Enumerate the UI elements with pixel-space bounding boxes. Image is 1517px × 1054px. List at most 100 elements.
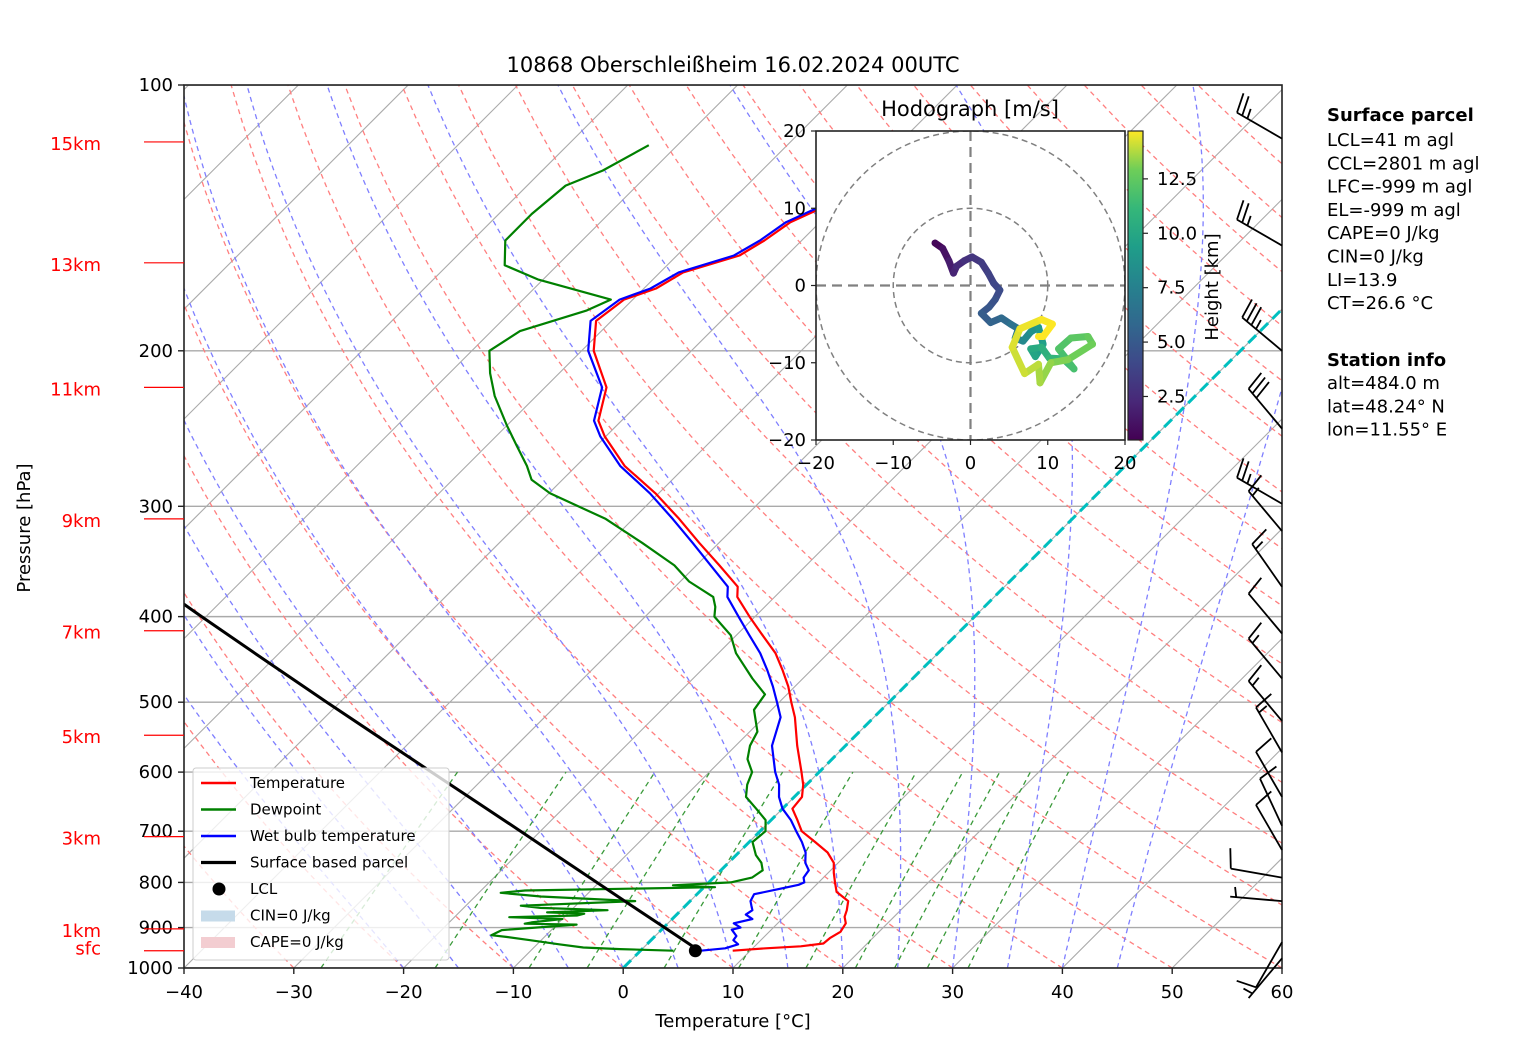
hodograph-y-tick-label: −10	[768, 353, 806, 374]
dewpoint-line	[488, 144, 767, 952]
legend-patch	[201, 910, 235, 922]
mixing-ratio-line	[805, 771, 917, 968]
dry-adiabat-line	[287, 85, 1063, 968]
y-tick-label: 900	[139, 918, 173, 939]
wind-barb	[1255, 693, 1283, 753]
moist-adiabats	[184, 85, 1282, 968]
surface-parcel-line: LCL=41 m agl	[1327, 130, 1454, 151]
station-info-line: lat=48.24° N	[1327, 396, 1445, 417]
hodograph-x-tick-label: 0	[965, 453, 976, 474]
mixing-ratio-line	[586, 771, 711, 968]
x-tick-label: −10	[494, 982, 532, 1003]
hodograph-title: Hodograph [m/s]	[881, 97, 1059, 121]
moist-adiabat-line	[557, 85, 902, 968]
y-tick-label: 700	[139, 821, 173, 842]
mixing-ratio-line	[967, 771, 1070, 968]
legend-marker-lcl	[212, 882, 226, 896]
height-label: sfc	[75, 939, 101, 960]
hodograph-y-tick-label: 10	[783, 198, 806, 219]
lcl-marker-group	[688, 944, 702, 958]
y-tick-label: 200	[139, 341, 173, 362]
height-label: 7km	[62, 623, 101, 644]
colorbar-axis: 2.5 5.0 7.5 10.0 12.5	[1143, 169, 1197, 407]
y-tick-label: 400	[139, 607, 173, 628]
wind-barb	[1247, 664, 1283, 722]
station-info-title: Station info	[1327, 350, 1446, 371]
isotherm-line	[184, 85, 738, 640]
colorbar	[1127, 130, 1144, 441]
hodograph-x-tick-label: 20	[1114, 453, 1137, 474]
isotherm-line	[513, 198, 1282, 968]
moist-adiabat-line	[955, 85, 1074, 968]
pressure-axis: 100 200 300 400 500 600 700 800 900 1000	[127, 75, 184, 979]
surface-parcel-line: CT=26.6 °C	[1327, 293, 1433, 314]
isotherm-line	[842, 528, 1282, 968]
mixing-ratio-line	[894, 771, 1001, 968]
isotherm-line	[732, 418, 1282, 968]
wind-barb	[1236, 941, 1283, 989]
x-tick-label: −40	[165, 982, 203, 1003]
dry-adiabat-line	[184, 302, 734, 968]
height-label: 1km	[62, 921, 101, 942]
x-tick-label: 20	[831, 982, 854, 1003]
hodograph-x-tick-label: −10	[874, 453, 912, 474]
colorbar-tick-label: 5.0	[1157, 332, 1186, 353]
wind-barb	[1251, 528, 1283, 588]
isotherm-line	[1062, 747, 1282, 968]
wind-barb	[1255, 737, 1283, 798]
moist-adiabat-line	[246, 85, 734, 968]
y-tick-label: 600	[139, 762, 173, 783]
wind-barb	[1230, 886, 1283, 903]
wind-barb	[1247, 372, 1283, 430]
station-info-line: alt=484.0 m	[1327, 373, 1440, 394]
lcl-marker	[688, 944, 702, 958]
dry-adiabat-line	[458, 85, 1282, 906]
x-tick-label: 10	[722, 982, 745, 1003]
y-tick-label: 1000	[127, 958, 173, 979]
legend-patch	[201, 937, 235, 948]
colorbar-tick-label: 7.5	[1157, 278, 1186, 299]
surface-parcel-line: EL=-999 m agl	[1327, 200, 1461, 221]
y-tick-label: 500	[139, 692, 173, 713]
height-label: 11km	[50, 379, 101, 400]
x-axis-label: Temperature [°C]	[654, 1011, 810, 1032]
mixing-ratio-line	[926, 771, 1031, 968]
colorbar-tick-label: 12.5	[1157, 169, 1197, 190]
y-tick-label: 300	[139, 496, 173, 517]
wind-barb	[1247, 577, 1283, 635]
zero-isotherm-line	[622, 307, 1282, 968]
x-tick-label: 60	[1271, 982, 1294, 1003]
x-tick-label: −20	[385, 982, 423, 1003]
hodograph-y-tick-label: −20	[768, 430, 806, 451]
hodograph-trace	[931, 239, 1097, 387]
legend-label: Dewpoint	[250, 801, 321, 819]
hodograph-y-tick-label: 0	[795, 276, 806, 297]
isotherm-line	[952, 637, 1282, 968]
station-info-line: lon=11.55° E	[1327, 420, 1447, 441]
wind-barb	[1259, 765, 1283, 827]
mixing-ratio-line	[738, 771, 854, 968]
dry-adiabat-line	[230, 85, 953, 968]
legend: Temperature Dewpoint Wet bulb temperature S…	[192, 767, 450, 961]
height-label: 15km	[50, 134, 101, 155]
profile-series	[184, 144, 927, 952]
mixing-ratio-line	[528, 771, 656, 968]
x-tick-label: 50	[1161, 982, 1184, 1003]
hodograph-inset: Hodograph [m/s] −20 −10 0 10 20 20 10 0 −10 −20 2…	[768, 97, 1223, 474]
y-tick-label: 100	[139, 75, 173, 96]
height-label: 3km	[62, 829, 101, 850]
dry-adiabat-line	[184, 720, 405, 968]
surface-parcel-line: CCL=2801 m agl	[1327, 153, 1480, 174]
wind-barb	[1236, 200, 1283, 247]
hodograph-segment	[1064, 340, 1097, 364]
colorbar-label: Height [km]	[1202, 233, 1223, 340]
surface-parcel-line: CAPE=0 J/kg	[1327, 223, 1440, 244]
isotherm-line	[184, 85, 519, 420]
mixing-ratio-line	[434, 771, 567, 968]
isotherm-line	[184, 85, 848, 750]
zero-isotherm	[622, 307, 1282, 968]
wind-barb	[1243, 957, 1283, 999]
moist-adiabat-line	[326, 85, 789, 968]
